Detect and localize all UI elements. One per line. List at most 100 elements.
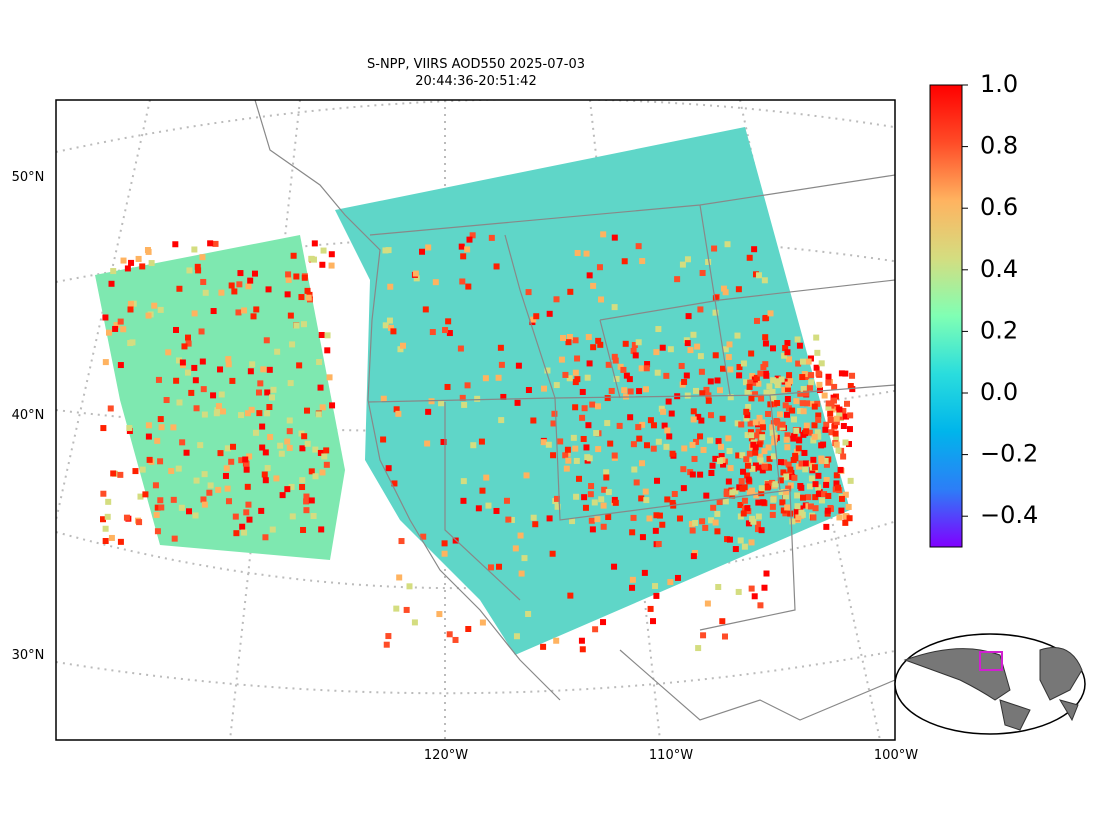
aerosol-pixel: [192, 377, 199, 384]
aerosol-pixel: [100, 490, 107, 497]
aerosol-pixel: [748, 395, 755, 402]
aerosol-pixel: [737, 513, 744, 520]
aerosol-pixel: [849, 386, 856, 393]
aerosol-pixel: [148, 260, 155, 267]
aerosol-pixel: [727, 465, 734, 472]
aerosol-pixel: [808, 401, 815, 408]
aerosol-pixel: [380, 395, 387, 402]
aerosol-pixel: [158, 424, 165, 431]
aerosol-pixel: [712, 519, 719, 526]
aerosol-pixel: [708, 517, 715, 524]
aerosol-pixel: [828, 429, 835, 436]
aerosol-pixel: [237, 270, 244, 277]
aerosol-pixel: [748, 487, 755, 494]
aerosol-pixel: [459, 278, 466, 285]
aerosol-pixel: [127, 306, 134, 313]
aerosol-pixel: [781, 352, 788, 359]
aerosol-pixel: [798, 509, 805, 516]
aerosol-pixel: [120, 257, 127, 264]
aerosol-pixel: [631, 342, 638, 349]
aerosol-pixel: [842, 439, 849, 446]
aerosol-pixel: [318, 331, 325, 338]
aerosol-pixel: [741, 484, 748, 491]
aerosol-pixel: [403, 606, 410, 613]
aerosol-pixel: [767, 401, 774, 408]
aerosol-pixel: [611, 234, 618, 241]
aerosol-pixel: [574, 250, 581, 257]
aerosol-pixel: [720, 461, 727, 468]
aerosol-pixel: [444, 383, 451, 390]
aerosol-pixel: [155, 376, 162, 383]
aerosol-pixel: [329, 402, 336, 409]
aerosol-pixel: [695, 645, 702, 652]
aerosol-pixel: [805, 358, 812, 365]
aerosol-pixel: [225, 356, 232, 363]
aerosol-pixel: [812, 481, 819, 488]
aerosol-pixel: [676, 515, 683, 522]
aerosol-pixel: [397, 346, 404, 353]
aerosol-pixel: [213, 410, 220, 417]
aerosol-pixel: [570, 434, 577, 441]
aerosol-pixel: [585, 422, 592, 429]
aerosol-pixel: [185, 340, 192, 347]
aerosol-pixel: [689, 471, 696, 478]
aerosol-pixel: [621, 387, 628, 394]
aerosol-pixel: [413, 275, 420, 282]
inset-globe: [894, 633, 1086, 735]
aerosol-pixel: [755, 428, 762, 435]
aerosol-pixel: [762, 334, 769, 341]
aerosol-pixel: [603, 474, 610, 481]
aerosol-pixel: [145, 422, 152, 429]
aerosol-pixel: [222, 472, 229, 479]
aerosol-pixel: [777, 459, 784, 466]
aerosol-pixel: [238, 457, 245, 464]
aerosol-pixel: [460, 478, 467, 485]
aerosol-pixel: [724, 241, 731, 248]
aerosol-pixel: [652, 527, 659, 534]
aerosol-pixel: [579, 414, 586, 421]
longitude-label: 120°W: [424, 748, 468, 763]
aerosol-pixel: [611, 563, 618, 570]
aerosol-pixel: [210, 392, 217, 399]
aerosol-pixel: [656, 512, 663, 519]
aerosol-pixel: [694, 343, 701, 350]
aerosol-pixel: [810, 456, 817, 463]
aerosol-pixel: [558, 356, 565, 363]
aerosol-pixel: [572, 404, 579, 411]
aerosol-pixel: [517, 532, 524, 539]
aerosol-pixel: [755, 272, 762, 279]
aerosol-pixel: [549, 550, 556, 557]
aerosol-pixel: [612, 357, 619, 364]
aerosol-pixel: [803, 428, 810, 435]
aerosol-pixel: [154, 437, 161, 444]
aerosol-pixel: [102, 359, 109, 366]
aerosol-pixel: [799, 374, 806, 381]
aerosol-pixel: [780, 469, 787, 476]
aerosol-pixel: [157, 306, 164, 313]
aerosol-pixel: [725, 478, 732, 485]
aerosol-pixel: [643, 497, 650, 504]
aerosol-pixel: [785, 405, 792, 412]
aerosol-pixel: [246, 453, 253, 460]
aerosol-pixel: [765, 410, 772, 417]
aerosol-pixel: [215, 486, 222, 493]
aerosol-pixel: [151, 302, 158, 309]
aerosol-pixel: [846, 515, 853, 522]
aerosol-pixel: [700, 446, 707, 453]
aerosol-pixel: [815, 416, 822, 423]
aerosol-pixel: [709, 462, 716, 469]
aerosol-pixel: [383, 641, 390, 648]
aerosol-pixel: [400, 342, 407, 349]
aerosol-pixel: [245, 283, 252, 290]
aerosol-pixel: [228, 458, 235, 465]
aerosol-pixel: [611, 452, 618, 459]
aerosol-pixel: [653, 349, 660, 356]
aerosol-pixel: [113, 322, 120, 329]
aerosol-pixel: [194, 263, 201, 270]
colorbar-tick-label: 0.0: [980, 378, 1018, 406]
aerosol-pixel: [629, 584, 636, 591]
aerosol-pixel: [787, 466, 794, 473]
aerosol-pixel: [600, 502, 607, 509]
aerosol-pixel: [228, 282, 235, 289]
aerosol-pixel: [277, 442, 284, 449]
